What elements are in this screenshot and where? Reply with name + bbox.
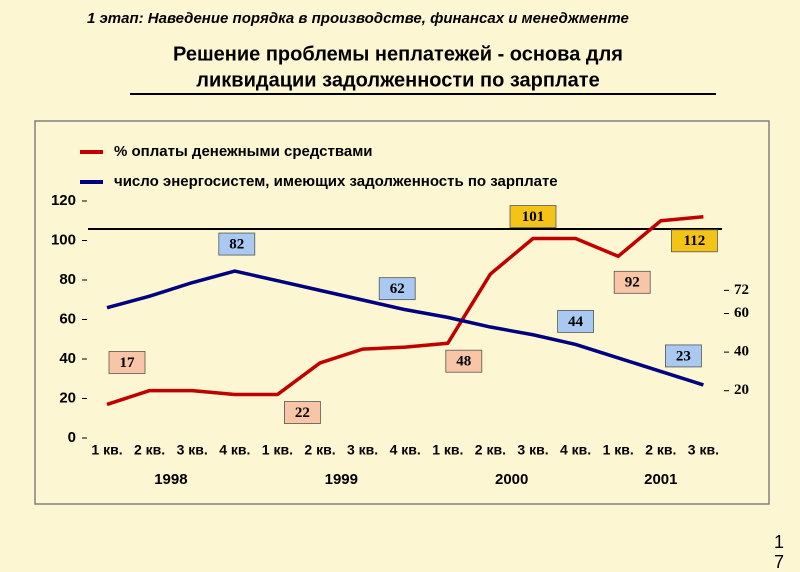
y-tick-label: 120 bbox=[51, 192, 76, 209]
x-tick-label: 4 кв. bbox=[219, 442, 250, 458]
y-tick-label: 60 bbox=[59, 310, 76, 327]
value-label: 101 bbox=[522, 209, 545, 225]
legend-label: число энергосистем, имеющих задолженност… bbox=[114, 173, 558, 190]
y-tick-label: 100 bbox=[51, 231, 76, 248]
value-label-box bbox=[557, 309, 594, 333]
value-label: 82 bbox=[229, 236, 244, 252]
value-label: 23 bbox=[676, 348, 691, 364]
title-line: Решение проблемы неплатежей - основа для bbox=[173, 43, 623, 65]
y-tick-label: 0 bbox=[68, 429, 76, 446]
value-label-box bbox=[218, 232, 256, 256]
y-tick-label: 40 bbox=[59, 350, 76, 367]
value-label-box bbox=[108, 351, 146, 374]
value-label-box bbox=[509, 205, 557, 228]
title-line: ликвидации задолженности по зарплате bbox=[196, 69, 599, 91]
year-label: 1999 bbox=[325, 471, 358, 488]
y2-tick-label: 72 bbox=[734, 282, 749, 298]
x-tick-label: 3 кв. bbox=[347, 442, 378, 458]
value-label: 92 bbox=[625, 275, 640, 291]
x-tick-label: 1 кв. bbox=[432, 442, 463, 458]
x-tick-label: 3 кв. bbox=[517, 442, 548, 458]
header: 1 этап: Наведение порядка в производстве… bbox=[87, 10, 629, 27]
value-label-box bbox=[283, 401, 321, 424]
x-tick-label: 3 кв. bbox=[177, 442, 208, 458]
year-label: 2000 bbox=[495, 471, 528, 488]
value-label: 44 bbox=[568, 314, 584, 330]
y2-tick-label: 40 bbox=[734, 344, 749, 360]
value-label-box bbox=[671, 229, 718, 253]
x-tick-label: 4 кв. bbox=[390, 442, 421, 458]
x-tick-label: 2 кв. bbox=[645, 442, 676, 458]
x-tick-label: 2 кв. bbox=[134, 442, 165, 458]
x-tick-label: 2 кв. bbox=[304, 442, 335, 458]
y-tick-label: 80 bbox=[59, 271, 76, 288]
value-label: 22 bbox=[295, 405, 310, 421]
x-tick-label: 2 кв. bbox=[475, 442, 506, 458]
value-label-box bbox=[445, 349, 483, 373]
x-tick-label: 4 кв. bbox=[560, 442, 591, 458]
chart-frame bbox=[34, 120, 770, 505]
value-label: 48 bbox=[456, 354, 471, 370]
y2-tick-label: 20 bbox=[734, 382, 749, 398]
legend-label: % оплаты денежными средствами bbox=[114, 143, 373, 160]
x-tick-label: 1 кв. bbox=[262, 442, 293, 458]
value-label: 112 bbox=[684, 233, 706, 249]
value-label-box bbox=[665, 344, 702, 368]
value-label-box bbox=[613, 270, 651, 294]
page-number: 17 bbox=[774, 532, 785, 572]
value-label: 62 bbox=[390, 281, 405, 297]
year-label: 2001 bbox=[644, 471, 677, 488]
x-tick-label: 1 кв. bbox=[91, 442, 122, 458]
series-line bbox=[106, 269, 704, 387]
y2-tick-label: 60 bbox=[734, 305, 749, 321]
x-tick-label: 1 кв. bbox=[603, 442, 634, 458]
y-tick-label: 20 bbox=[59, 389, 76, 406]
year-label: 1998 bbox=[154, 471, 187, 488]
value-label: 17 bbox=[120, 355, 136, 371]
x-tick-label: 3 кв. bbox=[688, 442, 719, 458]
series-line bbox=[106, 215, 704, 407]
value-label-box bbox=[378, 277, 416, 301]
